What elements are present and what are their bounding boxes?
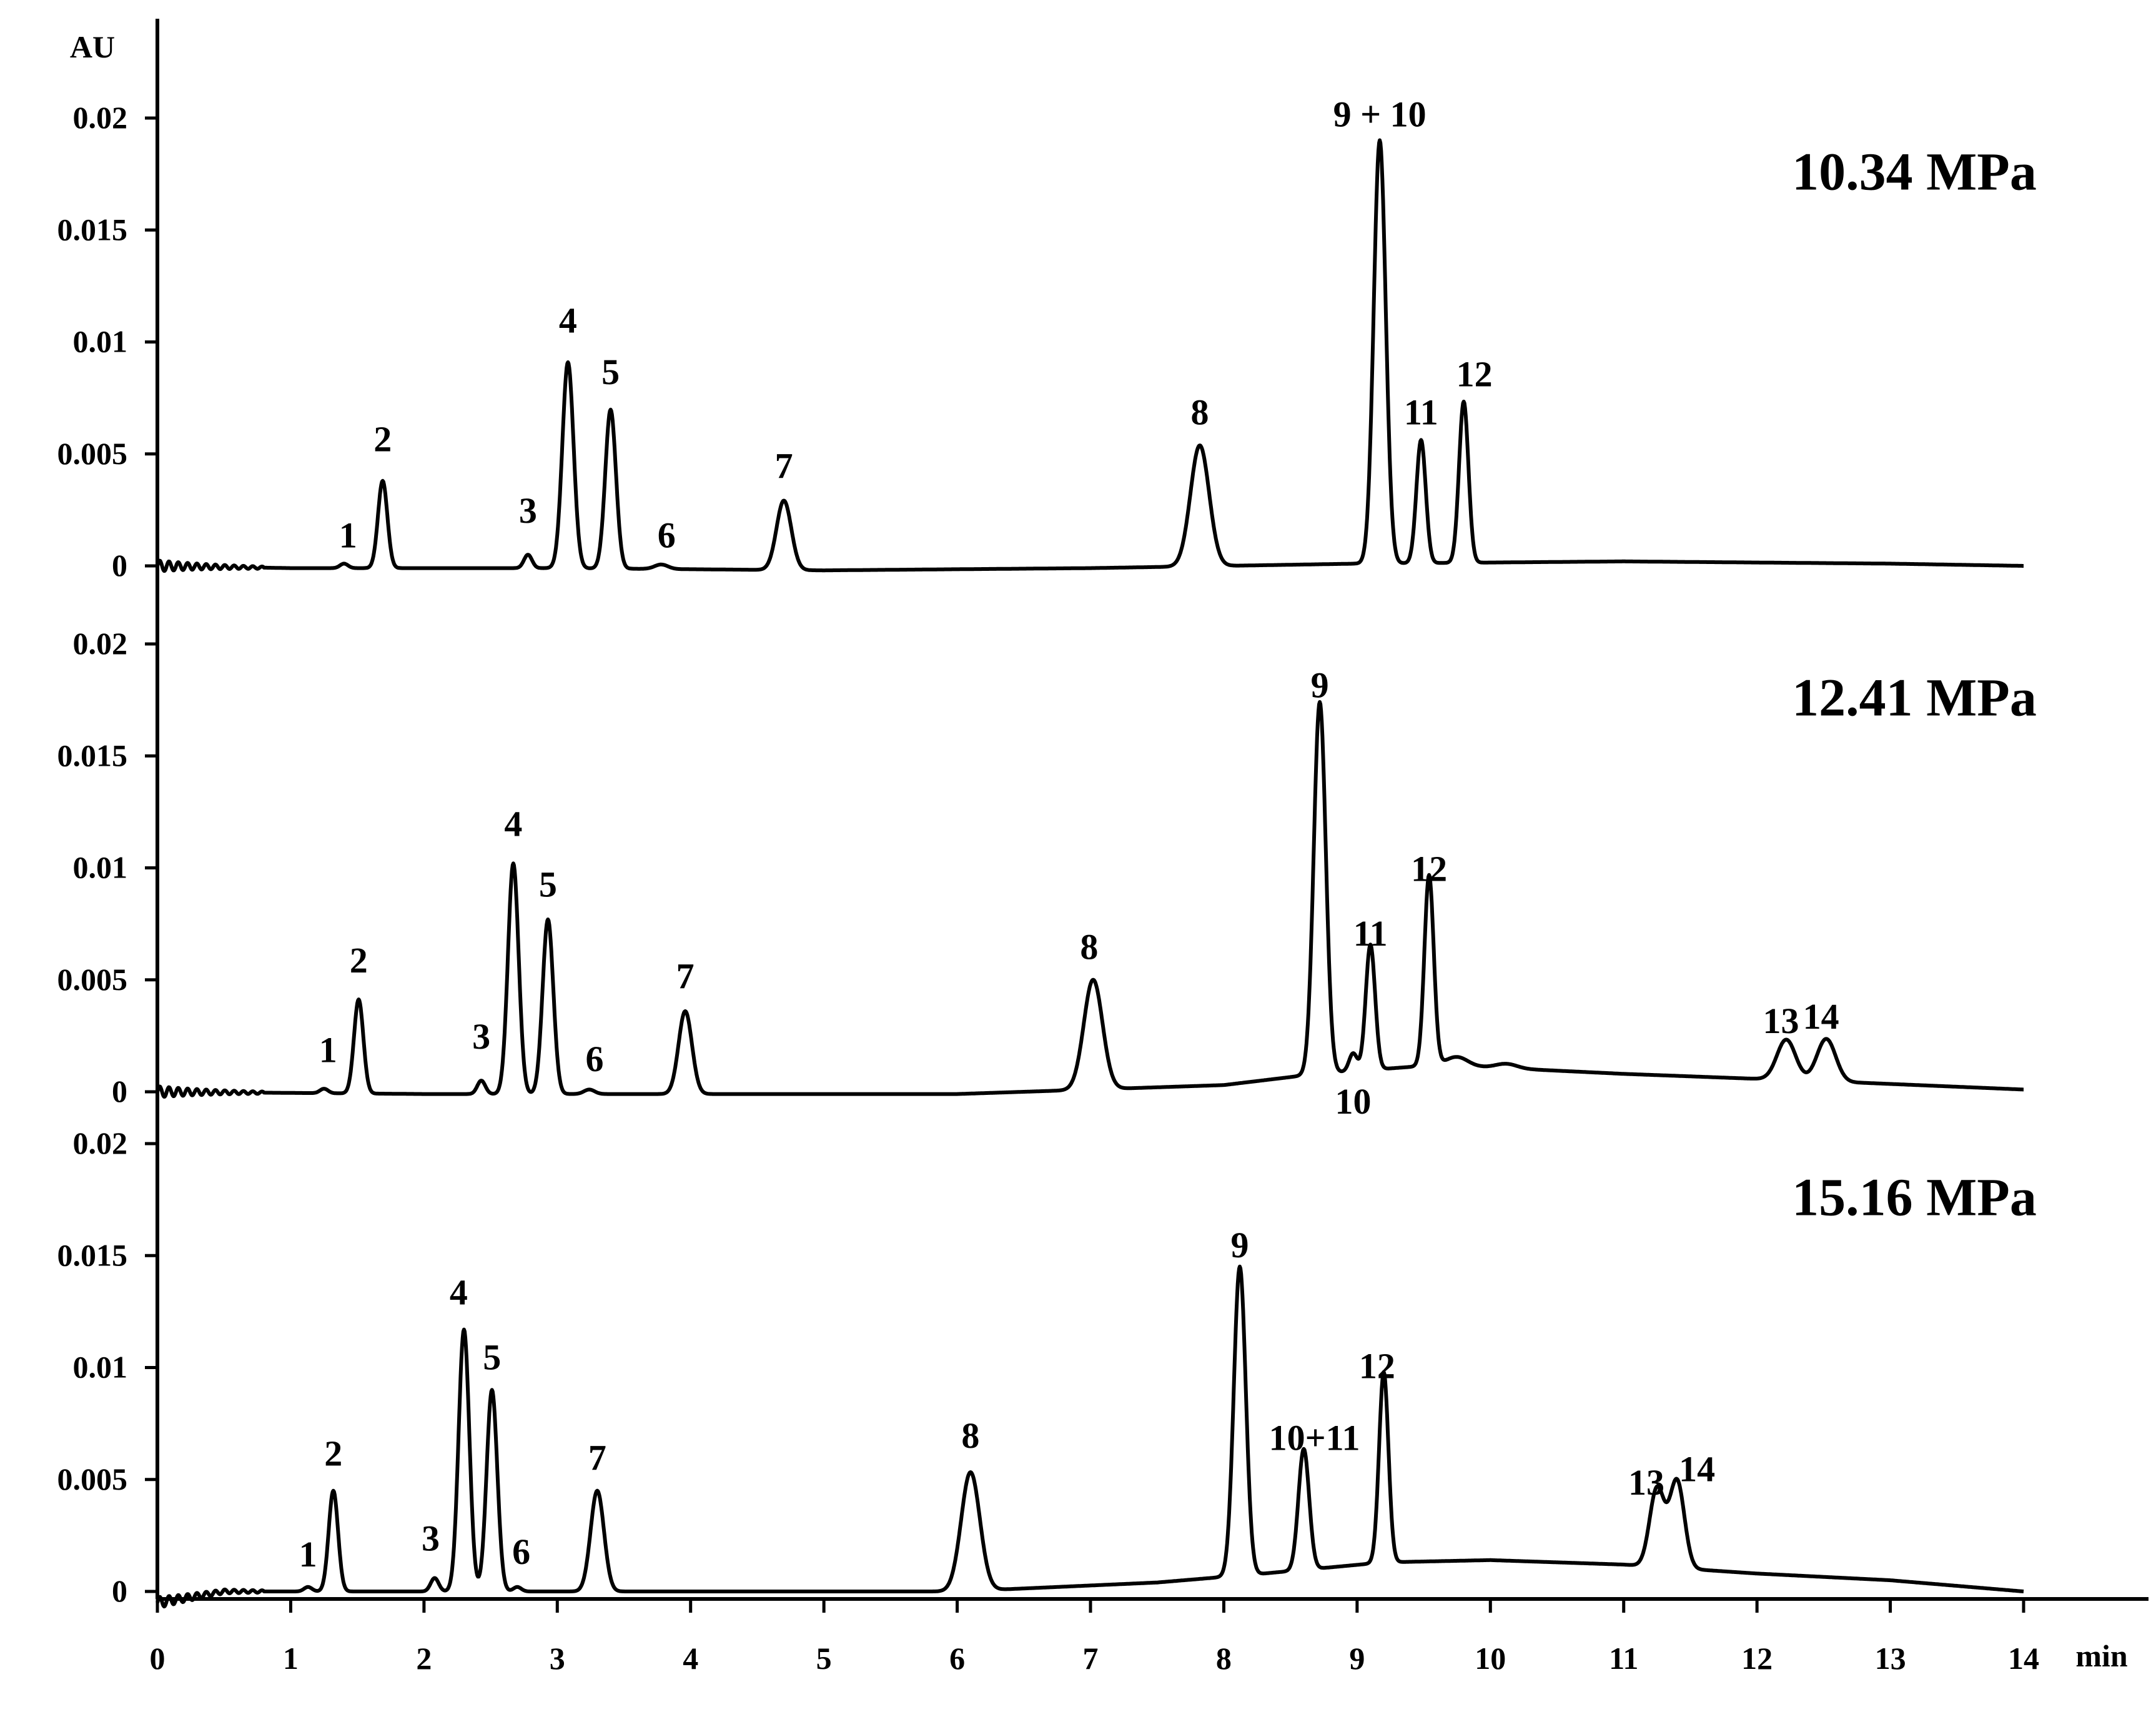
peak-label: 3: [472, 1016, 490, 1057]
x-tick-label: 7: [1083, 1641, 1099, 1676]
panel-title: 15.16 MPa: [1792, 1167, 2037, 1227]
peak-label: 12: [1456, 354, 1493, 394]
x-tick-label: 6: [949, 1641, 965, 1676]
y-tick-label: 0.015: [57, 212, 128, 247]
peak-label: 4: [450, 1272, 468, 1312]
y-tick-label: 0.015: [57, 1237, 128, 1272]
peak-label: 5: [539, 864, 557, 904]
peak-label: 1: [319, 1030, 337, 1071]
y-tick-label: 0.02: [73, 100, 128, 135]
peak-label: 14: [1679, 1449, 1715, 1490]
x-tick-label: 4: [683, 1641, 698, 1676]
series-line-panel-1: [156, 138, 2025, 573]
peak-label: 1: [299, 1534, 317, 1575]
series-line-panel-3: [156, 1264, 2025, 1609]
series-line-panel-2: [156, 700, 2025, 1099]
peak-label: 14: [1803, 996, 1839, 1037]
peak-label: 10+11: [1269, 1417, 1360, 1458]
peak-label: 4: [559, 300, 577, 340]
y-axis-unit-label: AU: [70, 29, 115, 64]
peak-label: 9: [1311, 665, 1329, 705]
peak-label: 4: [504, 804, 522, 844]
peak-label: 8: [1080, 927, 1098, 967]
peak-label: 7: [676, 956, 695, 996]
x-tick-label: 2: [416, 1641, 432, 1676]
peak-label: 2: [373, 418, 392, 459]
peak-label: 12: [1411, 848, 1447, 889]
peak-label: 13: [1628, 1462, 1664, 1503]
x-tick-label: 1: [283, 1641, 299, 1676]
peak-label: 3: [519, 490, 537, 531]
y-tick-label: 0.01: [73, 850, 128, 885]
y-tick-label: 0.005: [57, 962, 128, 997]
x-tick-label: 14: [2008, 1641, 2039, 1676]
peak-label: 2: [350, 940, 368, 981]
peak-label: 13: [1763, 1001, 1799, 1041]
peak-label: 7: [588, 1438, 606, 1478]
peak-label: 12: [1359, 1346, 1395, 1387]
peak-label: 1: [339, 515, 357, 556]
y-tick-label: 0.005: [57, 1462, 128, 1497]
y-tick-label: 0: [112, 548, 127, 583]
panel-title: 12.41 MPa: [1792, 668, 2037, 728]
y-tick-label: 0: [112, 1074, 127, 1109]
x-tick-label: 12: [1741, 1641, 1773, 1676]
peak-label: 11: [1404, 392, 1438, 432]
peak-label: 6: [586, 1039, 604, 1079]
y-tick-label: 0.02: [73, 626, 128, 661]
x-tick-label: 10: [1475, 1641, 1506, 1676]
y-tick-label: 0.015: [57, 738, 128, 773]
peak-label: 10: [1335, 1081, 1371, 1122]
y-tick-label: 0.01: [73, 324, 128, 359]
x-tick-label: 13: [1875, 1641, 1906, 1676]
panel-title: 10.34 MPa: [1792, 142, 2037, 202]
x-tick-label: 5: [816, 1641, 832, 1676]
peak-label: 6: [512, 1531, 530, 1572]
x-tick-label: 9: [1349, 1641, 1365, 1676]
x-tick-label: 11: [1609, 1641, 1638, 1676]
peak-label: 8: [1191, 392, 1209, 432]
y-tick-label: 0.005: [57, 436, 128, 471]
peak-label: 2: [324, 1433, 342, 1473]
traces-layer: [156, 138, 2025, 1609]
x-tick-label: 8: [1216, 1641, 1232, 1676]
peak-label: 9 + 10: [1333, 94, 1427, 135]
peak-label: 6: [658, 515, 676, 556]
x-tick-label: 0: [150, 1641, 166, 1676]
peak-label: 11: [1353, 913, 1388, 954]
peak-label: 8: [961, 1415, 979, 1456]
peak-label: 9: [1231, 1225, 1249, 1265]
y-tick-label: 0.02: [73, 1126, 128, 1160]
x-tick-label: 3: [550, 1641, 565, 1676]
peak-label: 5: [483, 1337, 501, 1377]
peak-label: 5: [601, 352, 620, 392]
y-tick-label: 0: [112, 1573, 127, 1608]
peak-label: 7: [775, 445, 793, 486]
peak-label: 3: [422, 1518, 440, 1559]
axes-layer: 0 1 2 3 4 5 6 7 8 9 10 11 12 13 1400.0050.010.0150.020…: [57, 19, 2149, 1676]
y-tick-label: 0.01: [73, 1350, 128, 1385]
x-axis-unit-label: min: [2075, 1638, 2128, 1673]
